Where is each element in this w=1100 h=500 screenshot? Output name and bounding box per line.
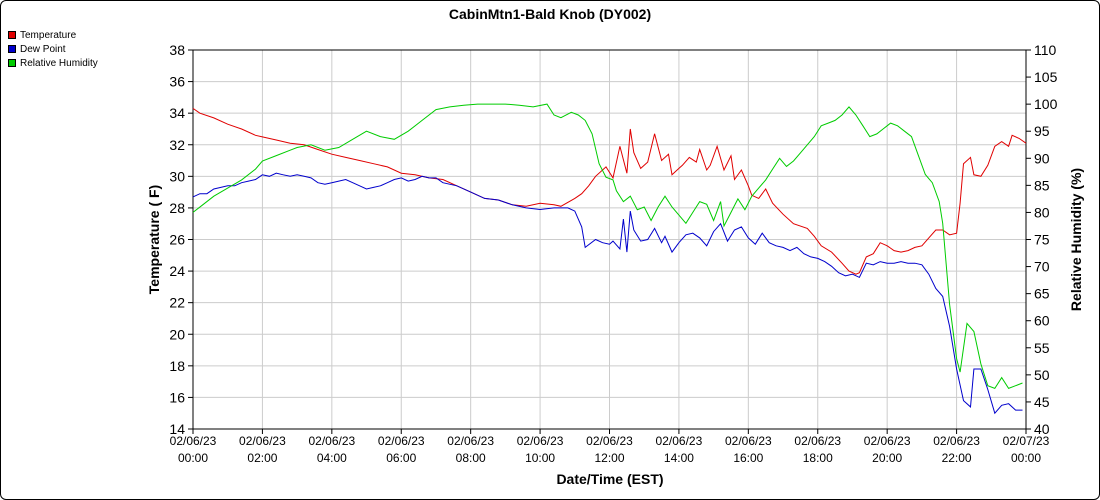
series-line-dew-point xyxy=(192,172,1023,415)
legend-label-dew-point: Dew Point xyxy=(20,43,66,55)
x-tick-label-time: 10:00 xyxy=(525,451,555,465)
y2-tick-label: 95 xyxy=(1034,123,1050,139)
y2-tick-label: 100 xyxy=(1034,96,1058,112)
x-tick-label-date: 02/06/23 xyxy=(308,434,355,448)
y2-tick-label: 85 xyxy=(1034,177,1050,193)
legend-item-dew-point: Dew Point xyxy=(8,42,98,56)
x-tick-label-time: 12:00 xyxy=(594,451,624,465)
y-tick-label: 22 xyxy=(169,295,185,311)
y2-tick-label: 70 xyxy=(1034,259,1050,275)
x-tick-label-time: 18:00 xyxy=(803,451,833,465)
y2-tick-label: 110 xyxy=(1034,42,1057,58)
y-tick-label: 34 xyxy=(169,105,185,121)
left-axis: 14 16 18 20 22 24 26 28 30 32 34 36 38 xyxy=(169,42,193,437)
y2-tick-label: 90 xyxy=(1034,150,1050,166)
y-tick-label: 16 xyxy=(169,389,185,405)
x-tick-label-date: 02/06/23 xyxy=(656,434,703,448)
y-tick-label: 32 xyxy=(169,137,185,153)
x-tick-label-time: 06:00 xyxy=(386,451,416,465)
y-tick-label: 30 xyxy=(169,168,185,184)
x-tick-label-time: 04:00 xyxy=(317,451,347,465)
y-tick-label: 26 xyxy=(169,232,185,248)
y2-tick-label: 50 xyxy=(1034,367,1050,383)
x-tick-label-date: 02/06/23 xyxy=(517,434,564,448)
y-axis-label: Temperature ( F) xyxy=(146,185,162,294)
x-tick-label-time: 22:00 xyxy=(942,451,972,465)
y2-tick-label: 105 xyxy=(1034,69,1058,85)
x-tick-label-time: 08:00 xyxy=(456,451,486,465)
legend-item-relative-humidity: Relative Humidity xyxy=(8,56,98,70)
x-tick-label-date: 02/06/23 xyxy=(586,434,633,448)
y-tick-label: 18 xyxy=(169,358,185,374)
y-tick-label: 20 xyxy=(169,326,185,342)
y2-tick-label: 65 xyxy=(1034,286,1050,302)
x-axis-label: Date/Time (EST) xyxy=(556,471,663,487)
legend-swatch-dew-point xyxy=(8,45,16,53)
y-tick-label: 24 xyxy=(169,263,185,279)
y-tick-label: 14 xyxy=(169,421,185,437)
legend: Temperature Dew Point Relative Humidity xyxy=(8,28,98,70)
x-tick-label-time: 16:00 xyxy=(733,451,763,465)
x-tick-label-date: 02/06/23 xyxy=(794,434,841,448)
x-tick-label-date: 02/06/23 xyxy=(933,434,980,448)
right-axis: 40 45 50 55 60 65 70 75 80 85 90 95 100 105 110 xyxy=(1026,42,1058,437)
y2-tick-label: 40 xyxy=(1034,421,1050,437)
y2-axis-label: Relative Humidity (%) xyxy=(1068,168,1084,311)
x-tick-label-date: 02/06/23 xyxy=(725,434,772,448)
y2-tick-label: 80 xyxy=(1034,204,1050,220)
x-tick-label-date: 02/06/23 xyxy=(378,434,425,448)
legend-swatch-temperature xyxy=(8,31,16,39)
x-tick-label-time: 14:00 xyxy=(664,451,694,465)
y2-tick-label: 55 xyxy=(1034,340,1050,356)
legend-item-temperature: Temperature xyxy=(8,28,98,42)
legend-swatch-relative-humidity xyxy=(8,59,16,67)
y2-tick-label: 75 xyxy=(1034,232,1050,248)
y-tick-label: 28 xyxy=(169,200,185,216)
grid xyxy=(192,49,1027,430)
y2-tick-label: 60 xyxy=(1034,313,1050,329)
x-tick-label-date: 02/06/23 xyxy=(864,434,911,448)
series-line-temperature xyxy=(192,107,1027,275)
x-tick-label-time: 20:00 xyxy=(872,451,902,465)
series-line-relative-humidity xyxy=(192,103,1023,390)
x-tick-label-time: 02:00 xyxy=(247,451,277,465)
x-axis: 02/06/23 00:00 02/06/23 02:00 02/06/23 04:00 0… xyxy=(170,429,1050,465)
series-lines xyxy=(192,103,1027,415)
x-tick-label-date: 02/06/23 xyxy=(447,434,494,448)
chart-title: CabinMtn1-Bald Knob (DY002) xyxy=(449,6,651,22)
y2-tick-label: 45 xyxy=(1034,394,1050,410)
x-tick-label-date: 02/07/23 xyxy=(1003,434,1050,448)
x-tick-label-date: 02/06/23 xyxy=(170,434,217,448)
x-tick-label-time: 00:00 xyxy=(1011,451,1041,465)
x-tick-label-time: 00:00 xyxy=(178,451,208,465)
x-tick-label-date: 02/06/23 xyxy=(239,434,286,448)
y-tick-label: 38 xyxy=(169,42,185,58)
legend-label-temperature: Temperature xyxy=(20,29,77,41)
legend-label-relative-humidity: Relative Humidity xyxy=(20,57,98,69)
y-tick-label: 36 xyxy=(169,74,185,90)
